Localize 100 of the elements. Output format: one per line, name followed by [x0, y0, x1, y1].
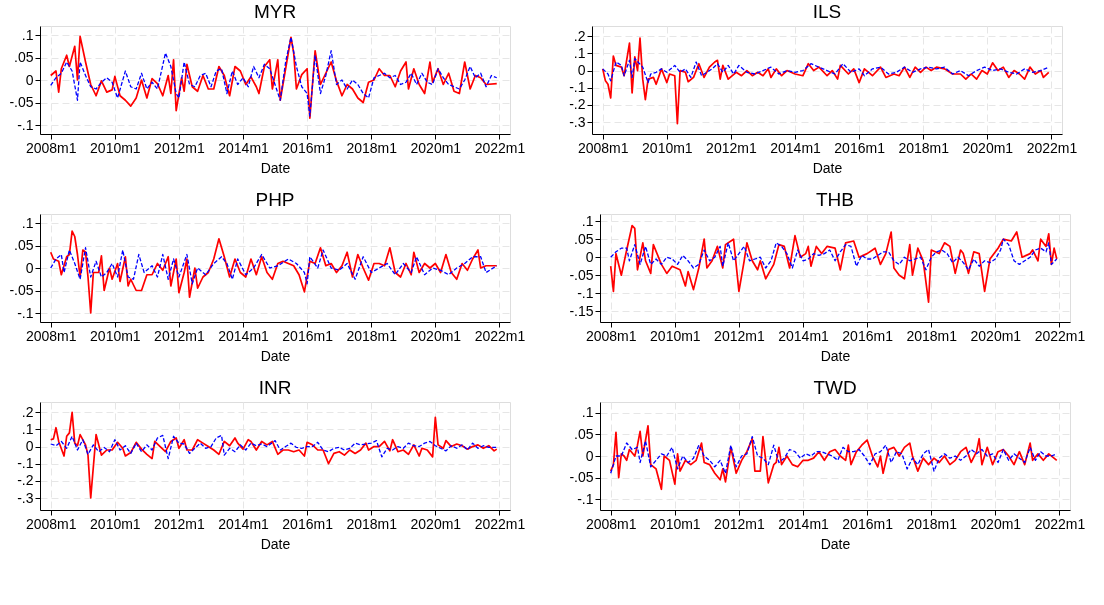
x-tick-label: 2014m1	[770, 139, 822, 156]
x-tick-label: 2010m1	[90, 515, 141, 532]
chart-title: MYR	[253, 1, 297, 22]
y-tick-label: .1	[21, 420, 34, 437]
x-axis-title: Date	[820, 535, 851, 552]
x-tick-label: 2012m1	[154, 139, 205, 156]
x-tick-label: 2018m1	[346, 327, 398, 344]
line-series	[601, 37, 1050, 125]
x-tick-label: 2012m1	[154, 515, 205, 532]
y-tick-label: -.05	[9, 94, 34, 110]
y-tick-label: .1	[21, 26, 34, 43]
y-tick-label: -.3	[569, 113, 586, 130]
x-tick-label: 2018m1	[346, 139, 398, 156]
y-tick-label: -.1	[17, 455, 34, 472]
x-tick-label: 2022m1	[474, 327, 526, 344]
y-tick-label: -.1	[569, 79, 586, 96]
x-tick-label: 2010m1	[650, 327, 701, 344]
x-tick-label: 2014m1	[778, 515, 830, 532]
x-axis-title: Date	[820, 347, 851, 364]
x-tick-label: 2014m1	[218, 139, 270, 156]
x-tick-label: 2018m1	[906, 327, 958, 344]
x-tick-label: 2014m1	[778, 327, 830, 344]
x-tick-label: 2022m1	[1034, 327, 1086, 344]
y-tick-label: -.1	[577, 490, 594, 507]
x-tick-label: 2016m1	[842, 327, 894, 344]
line-series	[609, 424, 1058, 491]
y-tick-label: 0	[585, 447, 594, 464]
x-tick-label: 2008m1	[585, 327, 637, 344]
x-tick-label: 2020m1	[970, 327, 1022, 344]
x-tick-label: 2020m1	[410, 139, 462, 156]
x-tick-label: 2008m1	[577, 139, 629, 156]
line-series	[610, 238, 1058, 271]
y-tick-label: -.05	[9, 282, 34, 298]
y-tick-label: .05	[14, 237, 34, 253]
x-tick-label: 2008m1	[25, 139, 77, 156]
y-tick-label: -.1	[577, 284, 594, 301]
line-series	[50, 434, 498, 460]
x-tick-label: 2016m1	[842, 515, 894, 532]
y-tick-label: -.1	[17, 116, 34, 133]
y-tick-label: .1	[581, 212, 594, 229]
x-tick-label: 2020m1	[962, 139, 1014, 156]
x-tick-label: 2010m1	[90, 327, 141, 344]
x-tick-label: 2018m1	[346, 515, 398, 532]
x-tick-label: 2016m1	[282, 515, 334, 532]
x-tick-label: 2022m1	[474, 515, 526, 532]
x-tick-label: 2008m1	[585, 515, 637, 532]
y-tick-label: -.05	[569, 266, 594, 283]
x-tick-label: 2018m1	[906, 515, 958, 532]
x-tick-label: 2014m1	[218, 327, 270, 344]
x-tick-label: 2010m1	[650, 515, 701, 532]
chart-title: PHP	[255, 189, 295, 210]
line-series	[610, 435, 1058, 474]
x-tick-label: 2012m1	[714, 327, 765, 344]
y-tick-label: .1	[21, 214, 34, 231]
x-tick-label: 2012m1	[154, 327, 205, 344]
y-tick-label: -.1	[17, 304, 34, 321]
x-tick-label: 2018m1	[898, 139, 950, 156]
line-series	[49, 411, 498, 499]
chart-title: THB	[816, 189, 854, 210]
y-tick-label: -.05	[569, 469, 594, 486]
x-axis-title: Date	[812, 159, 843, 176]
x-tick-label: 2020m1	[410, 327, 462, 344]
x-tick-label: 2010m1	[90, 139, 141, 156]
x-tick-label: 2020m1	[970, 515, 1022, 532]
y-tick-label: 0	[577, 62, 586, 79]
line-series	[602, 57, 1050, 84]
x-tick-label: 2022m1	[474, 139, 526, 156]
y-tick-label: .05	[574, 425, 594, 442]
x-tick-label: 2016m1	[282, 327, 334, 344]
y-tick-label: .2	[573, 27, 586, 44]
x-axis-title: Date	[260, 535, 291, 552]
x-tick-label: 2008m1	[25, 327, 77, 344]
y-tick-label: 0	[585, 248, 594, 265]
x-tick-label: 2016m1	[282, 139, 334, 156]
x-tick-label: 2016m1	[834, 139, 886, 156]
x-axis-title: Date	[260, 159, 291, 176]
chart-title: ILS	[812, 1, 842, 22]
x-tick-label: 2010m1	[642, 139, 693, 156]
y-tick-label: 0	[25, 259, 34, 276]
y-tick-label: -.15	[569, 302, 594, 319]
x-tick-label: 2014m1	[218, 515, 270, 532]
y-tick-label: .05	[574, 230, 594, 247]
x-tick-label: 2012m1	[706, 139, 757, 156]
line-series	[609, 224, 1058, 304]
chart-title: INR	[258, 377, 292, 398]
x-tick-label: 2022m1	[1026, 139, 1078, 156]
y-tick-label: -.2	[569, 96, 586, 113]
x-tick-label: 2022m1	[1034, 515, 1086, 532]
x-tick-label: 2012m1	[714, 515, 765, 532]
x-axis-title: Date	[260, 347, 291, 364]
x-tick-label: 2008m1	[25, 515, 77, 532]
y-tick-label: .1	[573, 44, 586, 61]
y-tick-label: 0	[25, 71, 34, 88]
y-tick-label: 0	[25, 438, 34, 455]
y-tick-label: .2	[21, 403, 34, 420]
y-tick-label: -.3	[17, 489, 34, 506]
y-tick-label: .05	[14, 49, 34, 65]
line-series	[50, 247, 498, 285]
y-tick-label: -.2	[17, 472, 34, 489]
line-series	[49, 230, 498, 314]
